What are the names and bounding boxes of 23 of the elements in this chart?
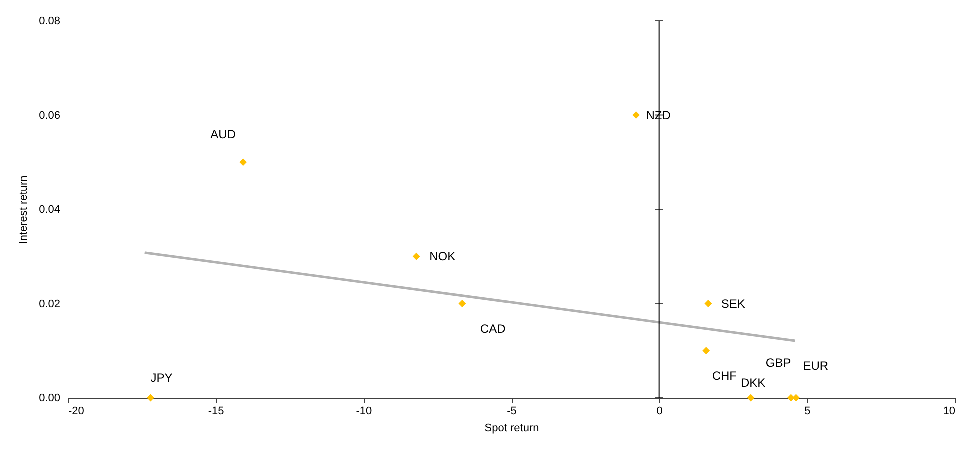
x-tick-label: -15 — [208, 406, 224, 418]
y-tick-label: 0.02 — [39, 298, 60, 310]
x-tick-label: -20 — [68, 406, 84, 418]
series-label: NOK — [430, 250, 456, 264]
x-tick-label: -5 — [507, 406, 517, 418]
x-tick-label: 0 — [656, 406, 663, 418]
y-tick-label: 0.00 — [39, 392, 60, 404]
x-tick-label: 5 — [804, 406, 811, 418]
y-tick-label: 0.04 — [39, 204, 60, 216]
text: EUR — [803, 359, 829, 373]
y-tick-label: 0.06 — [39, 110, 60, 122]
x-tick-label: -10 — [356, 406, 372, 418]
x-tick-label: 10 — [943, 406, 956, 418]
y-tick-label: 0.08 — [39, 16, 60, 28]
series-label: SEK — [721, 296, 746, 311]
series-label: CAD — [480, 322, 506, 336]
series-label: CHF — [712, 368, 738, 383]
series-label: AUD — [210, 127, 236, 142]
series-label: JPY — [150, 371, 173, 385]
text: GBP — [766, 356, 792, 370]
x-axis-title: Spot return — [484, 422, 540, 434]
y-axis-title: Interest return — [18, 176, 30, 244]
series-label: DKK — [740, 376, 766, 390]
